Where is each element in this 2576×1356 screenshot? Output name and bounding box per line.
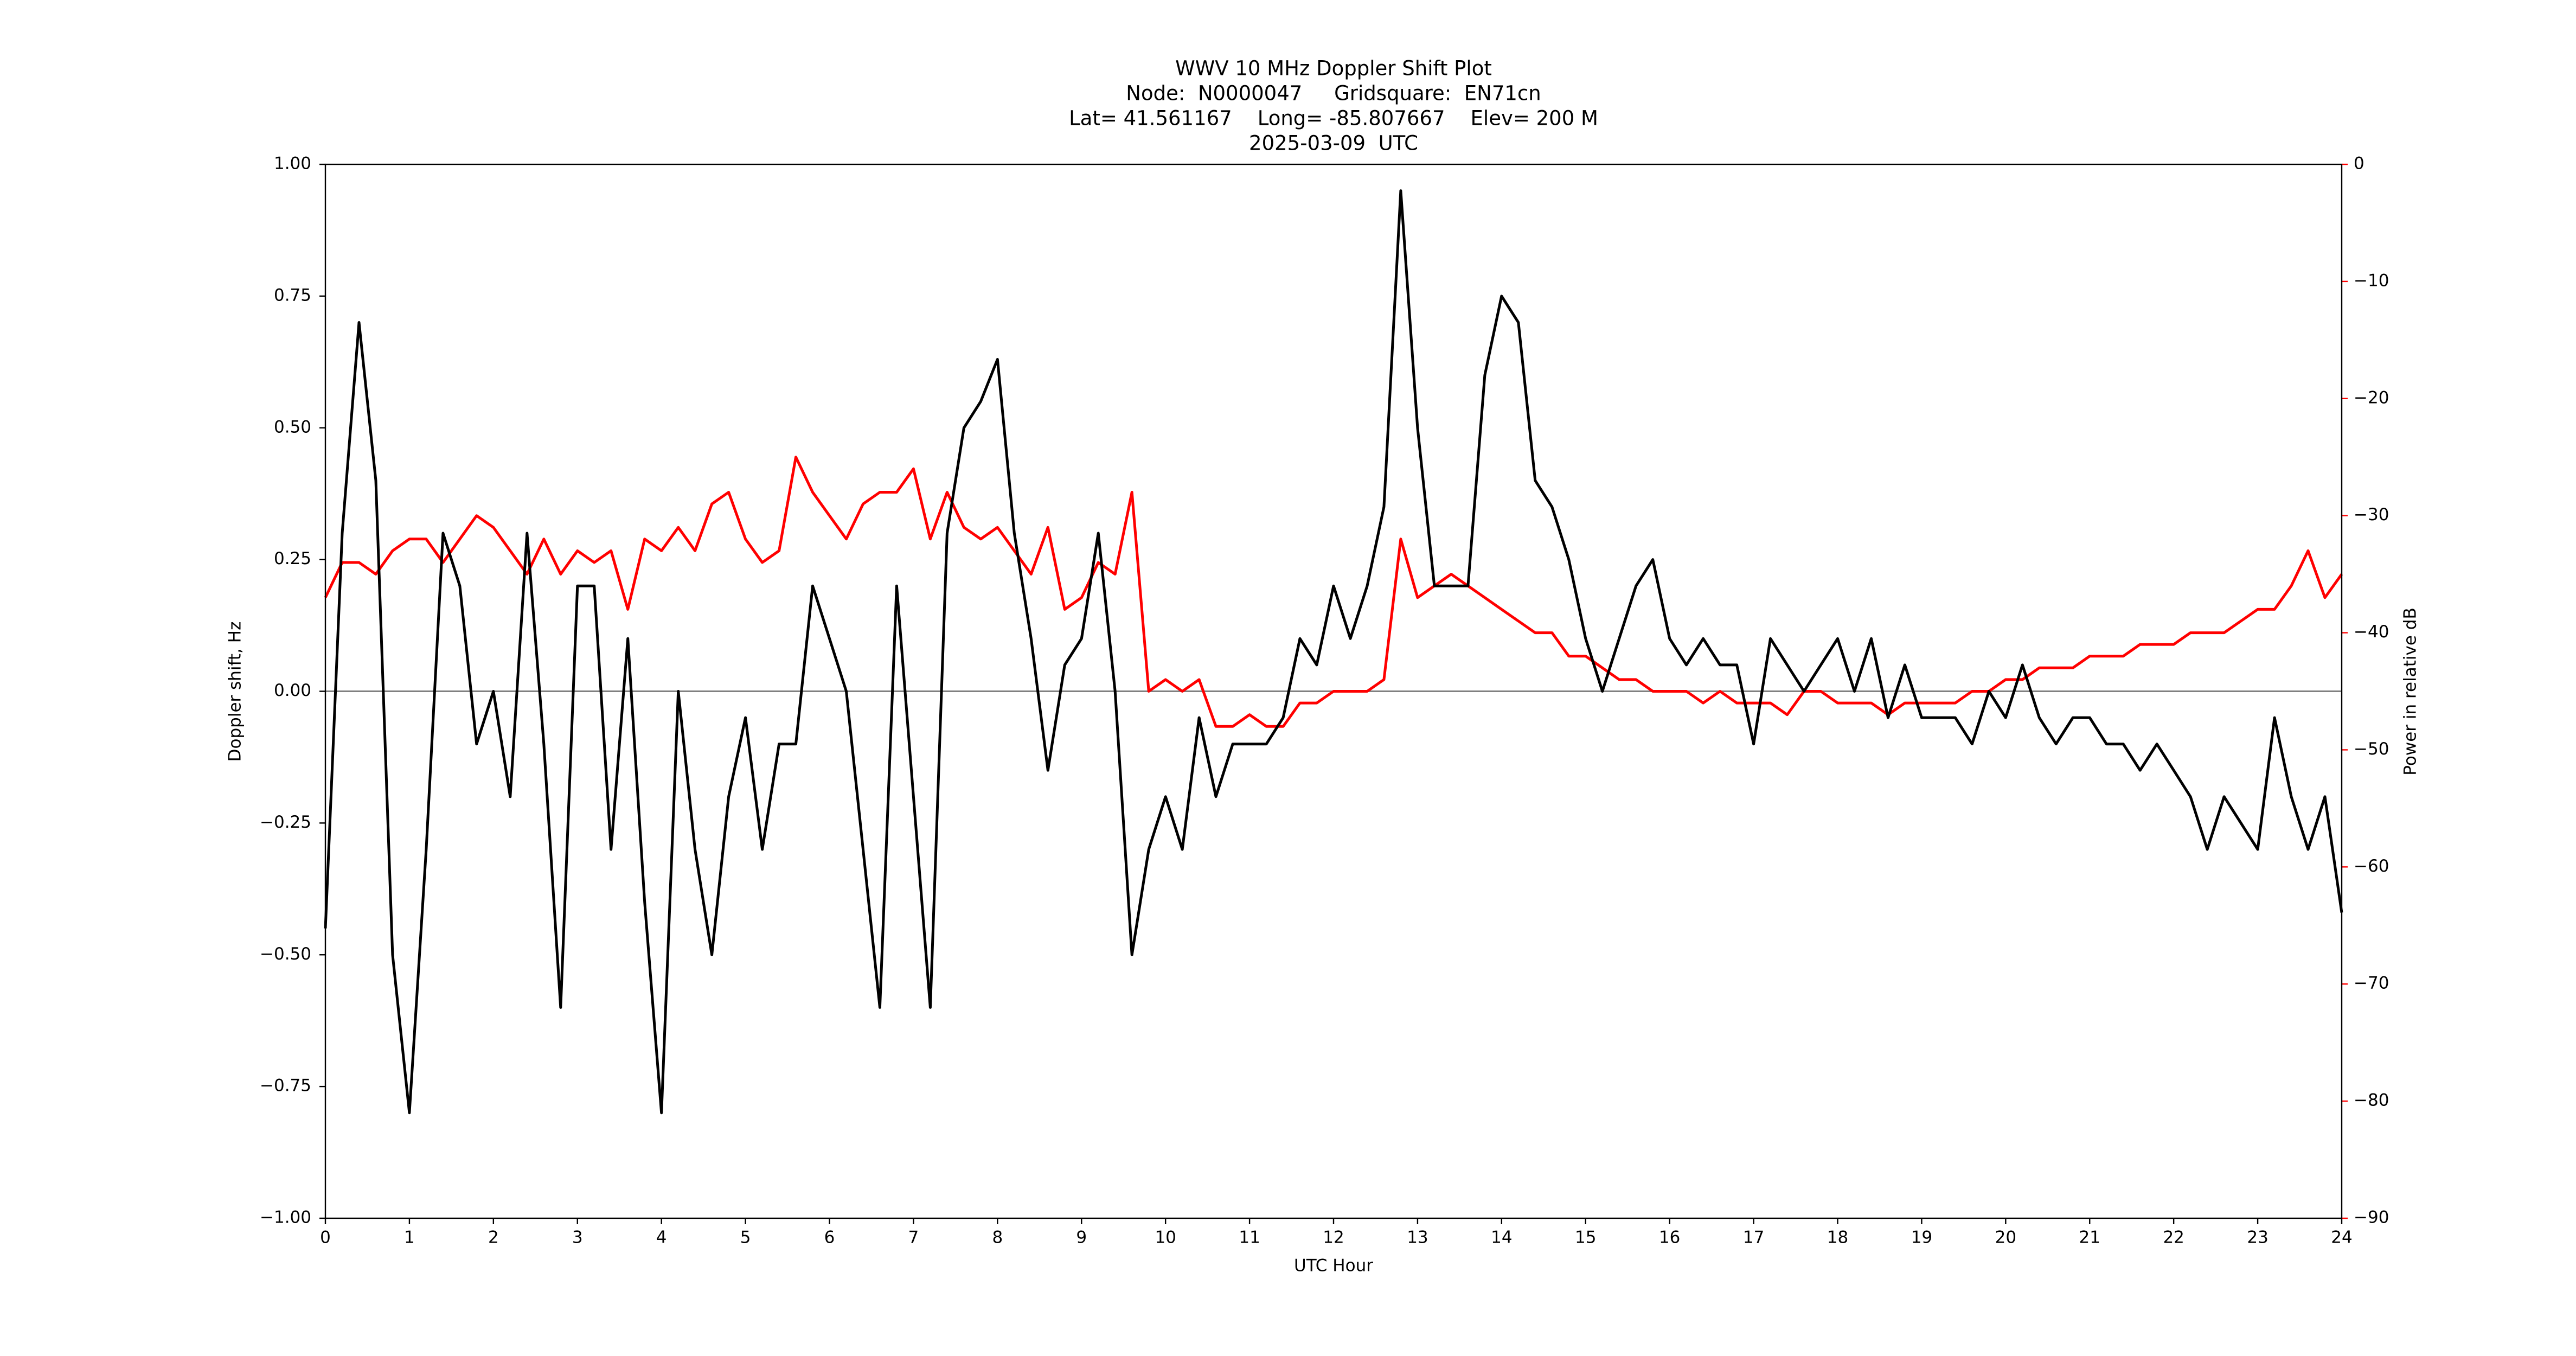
y2-tick-label: −70 (2354, 974, 2389, 993)
y-tick-label: −0.75 (260, 1076, 311, 1096)
x-tick-label: 5 (740, 1228, 751, 1248)
x-tick-label: 14 (1491, 1228, 1512, 1248)
x-tick-label: 6 (824, 1228, 835, 1248)
x-tick-label: 1 (404, 1228, 415, 1248)
x-tick-label: 7 (908, 1228, 919, 1248)
x-tick-label: 8 (992, 1228, 1003, 1248)
y2-tick-label: −10 (2354, 271, 2389, 290)
y2-axis-label: Power in relative dB (2401, 607, 2420, 775)
x-tick-label: 20 (1995, 1228, 2016, 1248)
y-tick-label: 0.50 (274, 417, 311, 437)
plot-frame (324, 163, 2343, 1219)
x-axis-label: UTC Hour (1294, 1256, 1373, 1276)
x-tick-label: 16 (1659, 1228, 1680, 1248)
chart-subtitle: Lat= 41.561167 Long= -85.807667 Elev= 20… (1069, 107, 1598, 130)
y2-tick-label: −40 (2354, 622, 2389, 642)
y2-tick-label: −80 (2354, 1091, 2389, 1110)
x-tick-label: 12 (1323, 1228, 1344, 1248)
chart-subtitle: Node: N0000047 Gridsquare: EN71cn (1126, 82, 1541, 105)
x-tick-label: 3 (572, 1228, 583, 1248)
y2-tick-label: −90 (2354, 1208, 2389, 1227)
x-tick-label: 19 (1911, 1228, 1932, 1248)
y2-tick-label: −60 (2354, 856, 2389, 876)
y2-tick-label: 0 (2354, 154, 2364, 174)
chart-subtitle: 2025-03-09 UTC (1249, 132, 1418, 155)
x-tick-label: 23 (2247, 1228, 2268, 1248)
chart-title: WWV 10 MHz Doppler Shift Plot (1175, 57, 1492, 80)
x-tick-label: 4 (656, 1228, 667, 1248)
y-tick-label: −0.50 (260, 944, 311, 964)
y-tick-label: −0.25 (260, 813, 311, 832)
x-tick-label: 24 (2331, 1228, 2352, 1248)
y2-tick-label: −50 (2354, 739, 2389, 759)
y-tick-label: 0.75 (274, 285, 311, 305)
x-tick-label: 15 (1575, 1228, 1596, 1248)
series-line (324, 189, 2343, 1115)
series-line (324, 456, 2343, 728)
x-tick-label: 18 (1827, 1228, 1848, 1248)
x-tick-label: 9 (1076, 1228, 1087, 1248)
x-tick-label: 21 (2079, 1228, 2100, 1248)
x-tick-label: 11 (1239, 1228, 1260, 1248)
y2-tick-label: −30 (2354, 505, 2389, 525)
x-tick-label: 17 (1743, 1228, 1764, 1248)
x-tick-label: 2 (488, 1228, 499, 1248)
x-tick-label: 13 (1407, 1228, 1428, 1248)
y-axis-label: Doppler shift, Hz (226, 622, 245, 762)
x-tick-label: 22 (2163, 1228, 2184, 1248)
y-tick-label: 0.25 (274, 549, 311, 568)
y-tick-label: 0.00 (274, 681, 311, 700)
x-tick-label: 10 (1155, 1228, 1176, 1248)
x-tick-label: 0 (320, 1228, 331, 1248)
y-tick-label: −1.00 (260, 1208, 311, 1227)
y-tick-label: 1.00 (274, 154, 311, 174)
y2-tick-label: −20 (2354, 388, 2389, 407)
